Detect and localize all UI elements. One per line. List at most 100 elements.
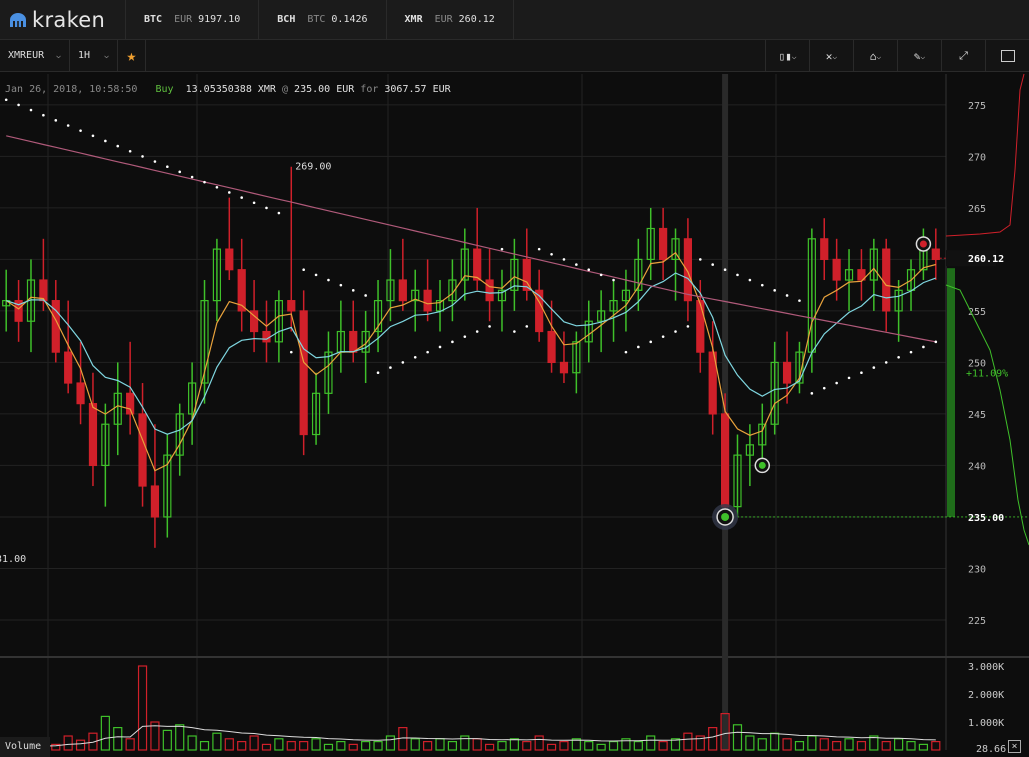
candle-up [460,248,469,281]
interval-label: 1H [78,50,91,61]
candle-down [39,279,48,302]
ticker-symbol: XMR [404,14,423,25]
candle-down [299,310,308,436]
candle-down [485,279,494,302]
candle-down [931,248,940,261]
candle-up [745,444,754,456]
sar-dot [463,335,467,338]
candle-down [882,248,891,312]
volume-tick-label: 3.000K [968,662,1004,673]
ticker-xmr[interactable]: XMR EUR 260.12 [387,0,514,40]
buy-marker-dot [721,512,730,521]
sar-dot [822,386,826,390]
indicators-icon: ⌂ [869,49,877,63]
candle-up [733,454,742,508]
sar-dot [897,355,900,359]
volume-bar [782,738,792,751]
favorite-button[interactable]: ★ [118,39,146,72]
pair-select[interactable]: XMREUR ⌵ [0,39,70,72]
volume-bar [435,738,445,751]
sar-dot [79,129,82,132]
sar-dot [153,160,157,163]
volume-bar [881,740,891,751]
volume-bar [472,738,482,751]
candle-up [869,248,878,281]
draw-button[interactable]: ✎ ⌵ [897,40,941,72]
volume-bar [608,740,619,751]
price-tick-label: 230 [968,564,986,575]
volume-bar [732,724,743,751]
chart-area[interactable]: 275270265260255250245240235230225260.12+… [0,72,1029,757]
sar-dot [922,345,925,349]
volume-bar [497,740,507,751]
price-tick-label: 245 [968,410,986,421]
sar-dot [587,268,591,272]
sar-dot [29,108,33,112]
volume-bar [584,740,594,751]
volume-bar [150,721,160,751]
chevron-down-icon: ⌵ [876,51,882,61]
candle-up [200,300,209,384]
sar-dot [289,350,293,354]
price-tick-label: 250 [968,358,986,369]
sar-dot [240,196,243,199]
trade-info-line: Jan 26, 2018, 10:58:50 Buy 13.05350388 X… [5,84,451,95]
volume-bar [113,726,123,751]
volume-bar [894,738,904,751]
sar-dot [228,191,231,194]
volume-bar [484,743,495,751]
chart-toolbar: XMREUR ⌵ 1H ⌵ ★ ▯▮ ⌵ ✕ ⌵ ⌂ ⌵ ✎ ⌵ ⤢ [0,39,1029,72]
volume-bar [918,743,929,751]
volume-bar [931,740,941,751]
candle-up [634,258,643,291]
ticker-bch[interactable]: BCH BTC 0.1426 [259,0,387,40]
indicators-button[interactable]: ⌂ ⌵ [853,40,897,72]
sar-dot [104,139,107,143]
candle-up [844,269,854,281]
volume-bar [832,740,842,751]
volume-bar [125,738,135,751]
price-tick-label: 240 [968,461,986,472]
volume-bar [844,738,854,751]
volume-bar [720,712,730,751]
top-bar: kraken BTC EUR 9197.10 BCH BTC 0.1426 XM… [0,0,1029,40]
chart-overlay: 269.00 231.00 [0,73,1029,565]
candle-down [559,361,569,374]
candle-type-button[interactable]: ▯▮ ⌵ [765,40,809,72]
sar-dot [166,165,169,169]
candle-down [150,485,160,518]
sar-dot [116,144,120,148]
kraken-logo[interactable]: kraken [0,0,126,40]
pair-label: XMREUR [8,50,45,61]
sar-dot [785,294,789,297]
ticker-btc[interactable]: BTC EUR 9197.10 [126,0,260,40]
volume-bar [633,740,643,751]
volume-bar [361,740,371,751]
sar-dot [699,258,702,261]
change-label: +11.09% [966,369,1008,380]
chart-settings-button[interactable] [985,40,1029,72]
interval-select[interactable]: 1H ⌵ [70,39,118,72]
sar-dot [475,330,479,333]
sar-dot [178,170,182,174]
sar-dot [760,283,764,287]
moving-average-long-line [6,135,936,343]
sar-dot [674,330,677,333]
sar-dot [277,211,281,215]
sar-dot [599,273,603,277]
sar-dot [872,366,876,369]
price-tick-label: 275 [968,101,986,112]
volume-bar [100,715,110,751]
close-volume-pane-icon[interactable]: × [1008,740,1021,753]
volume-bar [175,724,185,751]
depth-sell-line [945,73,1025,237]
price-chart[interactable]: 275270265260255250245240235230225260.12+… [0,72,1029,755]
crosshair-button[interactable]: ✕ ⌵ [809,40,853,72]
sar-dot [413,355,417,359]
candle-down [225,248,234,271]
volume-bar [373,740,383,751]
expand-button[interactable]: ⤢ [941,40,985,72]
sar-dot [637,345,640,349]
volume-bar [757,738,767,751]
ticker-currency: EUR [174,14,193,25]
